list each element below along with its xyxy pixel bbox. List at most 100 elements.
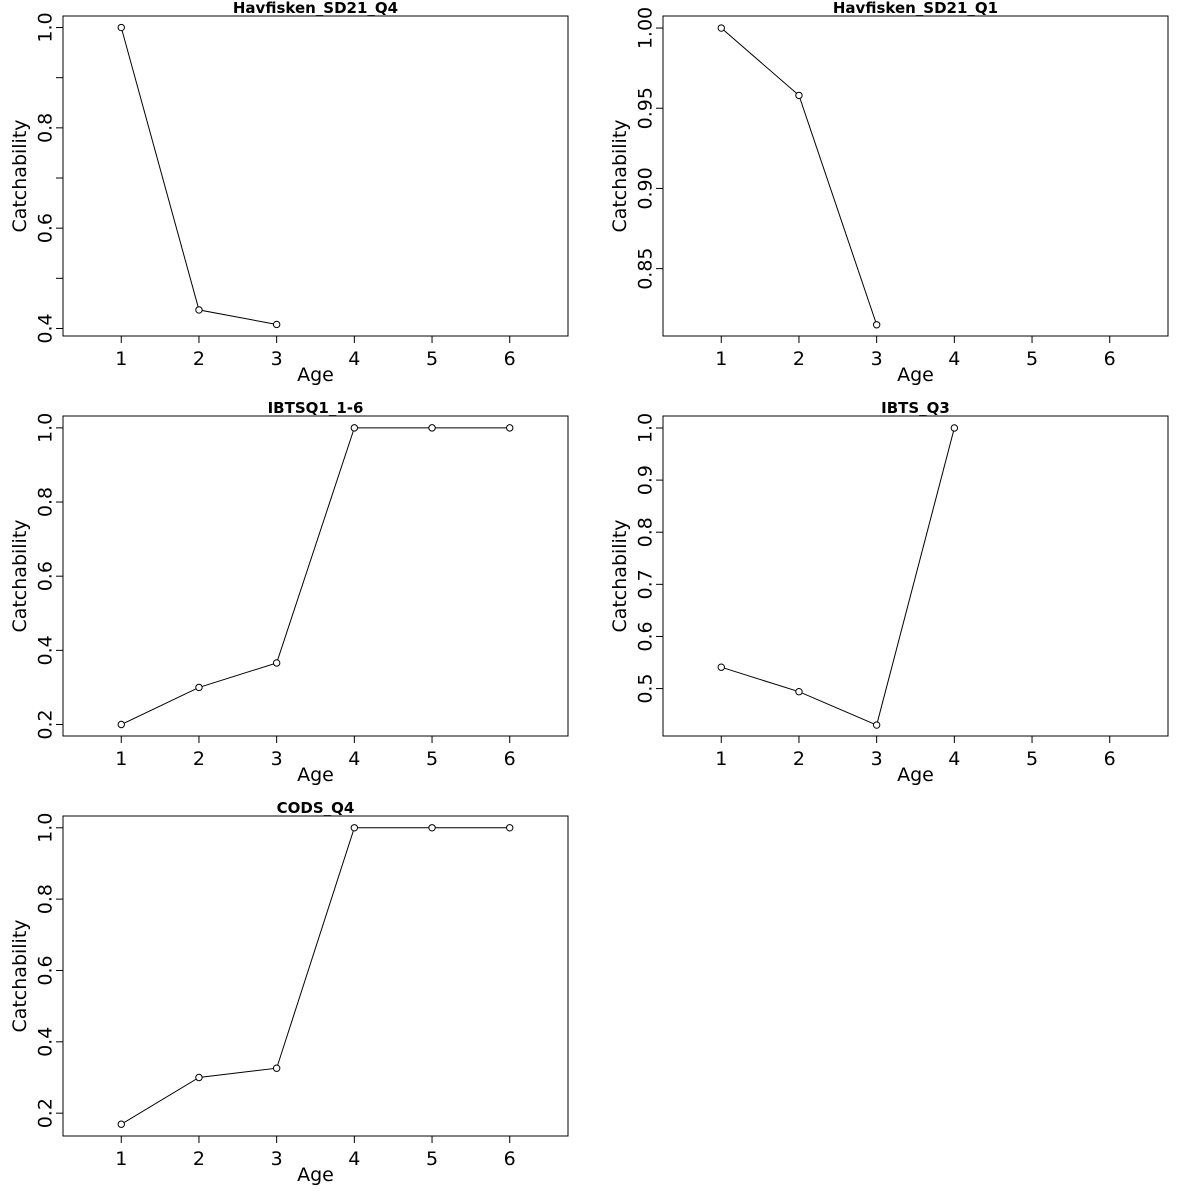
y-tick-label: 0.4 <box>35 313 57 343</box>
data-point <box>506 424 514 432</box>
y-tick-label: 0.8 <box>35 487 57 517</box>
series-line <box>720 27 878 325</box>
x-tick-label: 5 <box>426 1148 438 1170</box>
y-tick-label: 0.90 <box>635 167 657 209</box>
plot-frame <box>62 815 569 1137</box>
x-tick-label: 5 <box>426 748 438 770</box>
x-tick-label: 2 <box>793 748 805 770</box>
x-tick-label: 2 <box>193 1148 205 1170</box>
data-point <box>795 91 803 100</box>
x-axis-title: Age <box>297 364 334 386</box>
y-axis-title: Catchability <box>609 519 631 632</box>
y-tick-label: 1.0 <box>635 413 657 443</box>
x-tick-label: 1 <box>115 1148 127 1170</box>
x-tick-label: 1 <box>115 348 127 370</box>
y-tick-label: 0.85 <box>635 247 657 289</box>
data-point <box>272 659 281 667</box>
data-point <box>117 1120 125 1128</box>
data-point <box>717 663 725 671</box>
chart-panel: Havfisken_SD21_Q1 1 2 3 4 5 6 0.85 0.90 0.95 1.00 A… <box>609 0 1169 386</box>
data-point <box>950 424 959 432</box>
chart-panel: Havfisken_SD21_Q4 1 2 3 4 5 6 0.4 0.6 0.8 1.0 Age Ca… <box>9 0 569 386</box>
plot-frame <box>662 415 1169 737</box>
y-axis-title: Catchability <box>9 919 31 1032</box>
y-axis-title: Catchability <box>609 119 631 232</box>
series-line <box>120 27 277 325</box>
data-point <box>117 23 125 32</box>
series-line <box>121 827 510 1125</box>
y-tick-label: 1.0 <box>35 813 57 843</box>
y-tick-label: 1.00 <box>635 7 657 49</box>
y-tick-label: 0.4 <box>35 635 57 665</box>
data-point <box>872 721 881 729</box>
data-point <box>795 688 803 696</box>
x-tick-label: 4 <box>348 348 360 370</box>
y-tick-label: 0.5 <box>635 673 657 703</box>
x-axis-title: Age <box>897 364 934 386</box>
data-point <box>350 824 359 832</box>
y-tick-label: 0.8 <box>35 113 57 143</box>
x-tick-label: 2 <box>193 348 205 370</box>
data-point <box>195 1073 203 1082</box>
y-tick-label: 0.6 <box>35 561 57 591</box>
data-point <box>350 424 359 432</box>
x-tick-label: 4 <box>348 748 360 770</box>
y-tick-label: 1.0 <box>35 413 57 443</box>
x-tick-label: 6 <box>1104 748 1116 770</box>
y-tick-label: 0.95 <box>635 87 657 129</box>
y-axis-title: Catchability <box>9 119 31 232</box>
y-axis-title: Catchability <box>9 519 31 632</box>
plot-frame <box>662 15 1169 337</box>
data-point <box>717 24 725 32</box>
x-axis-title: Age <box>297 1164 334 1186</box>
x-tick-label: 3 <box>271 1148 283 1170</box>
x-tick-label: 2 <box>793 348 805 370</box>
x-tick-label: 2 <box>193 748 205 770</box>
x-tick-label: 3 <box>271 748 283 770</box>
data-point <box>872 321 881 329</box>
x-axis-title: Age <box>297 764 334 786</box>
y-tick-label: 0.2 <box>35 709 57 739</box>
x-tick-label: 1 <box>715 348 727 370</box>
x-axis-title: Age <box>897 764 934 786</box>
x-tick-label: 4 <box>948 748 960 770</box>
y-tick-label: 0.7 <box>635 569 657 599</box>
data-point <box>195 306 203 314</box>
y-tick-label: 0.6 <box>35 955 57 985</box>
y-tick-label: 0.6 <box>35 213 57 243</box>
y-tick-label: 0.8 <box>635 517 657 547</box>
y-tick-label: 1.0 <box>35 12 57 42</box>
y-tick-label: 0.8 <box>35 884 57 914</box>
y-tick-label: 0.2 <box>35 1098 57 1128</box>
y-tick-label: 0.6 <box>635 621 657 651</box>
x-tick-label: 6 <box>1104 348 1116 370</box>
x-tick-label: 1 <box>715 748 727 770</box>
y-tick-label: 0.4 <box>35 1027 57 1057</box>
data-point <box>428 824 436 832</box>
data-point <box>195 683 203 692</box>
plot-frame <box>62 15 569 337</box>
x-tick-label: 1 <box>115 748 127 770</box>
x-tick-label: 3 <box>871 748 883 770</box>
chart-title: IBTSQ1_1-6 <box>268 399 364 417</box>
data-point <box>272 320 281 329</box>
series-line <box>121 427 510 725</box>
data-point <box>272 1064 281 1072</box>
x-tick-label: 3 <box>271 348 283 370</box>
plot-frame <box>62 415 569 737</box>
x-tick-label: 6 <box>504 348 516 370</box>
chart-title: Havfisken_SD21_Q1 <box>833 0 998 17</box>
x-tick-label: 5 <box>1026 348 1038 370</box>
x-tick-label: 4 <box>348 1148 360 1170</box>
x-tick-label: 6 <box>504 1148 516 1170</box>
x-tick-label: 6 <box>504 748 516 770</box>
data-point <box>117 720 125 729</box>
chart-panel: IBTS_Q3 1 2 3 4 5 6 0.5 0.6 0.7 0.8 0.9 1.0 Age Catcha… <box>609 399 1169 786</box>
data-point <box>428 424 436 432</box>
x-tick-label: 5 <box>426 348 438 370</box>
data-point <box>506 824 514 832</box>
x-tick-label: 3 <box>871 348 883 370</box>
x-tick-label: 4 <box>948 348 960 370</box>
chart-title: IBTS_Q3 <box>881 399 950 417</box>
